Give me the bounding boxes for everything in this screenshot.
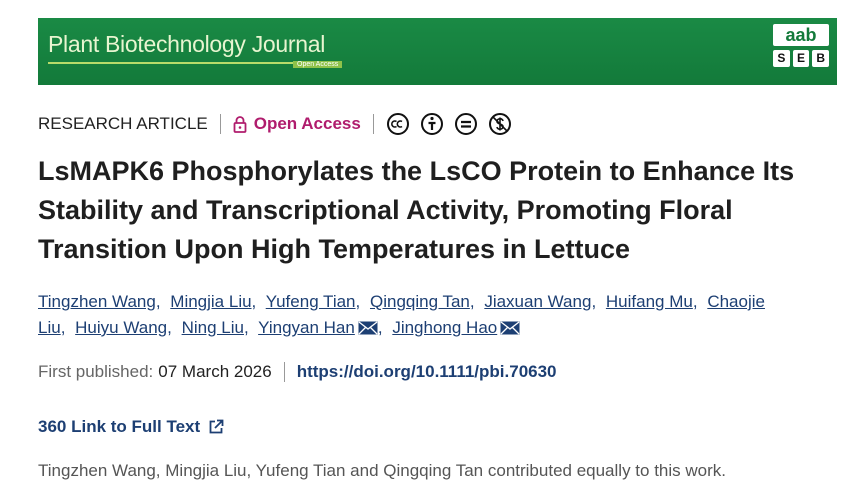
mail-icon[interactable]: [500, 321, 520, 335]
author-name: Jinghong Hao: [392, 318, 498, 337]
author-name: Ning Liu: [181, 318, 244, 337]
open-access-label: Open Access: [253, 114, 361, 133]
publication-info: First published: 07 March 2026 https://d…: [38, 362, 557, 382]
author-name: Qingqing Tan: [369, 292, 470, 311]
author-name: Tingzhen Wang: [38, 292, 156, 311]
article-meta: RESEARCH ARTICLE Open Access: [38, 112, 516, 136]
author[interactable]: Yingyan Han: [258, 318, 387, 337]
separator: [219, 114, 221, 134]
author[interactable]: Huiyu Wang: [75, 318, 177, 337]
author[interactable]: Tingzhen Wang: [38, 292, 166, 311]
full-text-link[interactable]: 360 Link to Full Text: [38, 417, 224, 437]
society-logo[interactable]: aab S E B: [773, 24, 830, 67]
author-name: Jiaxuan Wang: [484, 292, 592, 311]
lock-icon: [233, 116, 247, 133]
author[interactable]: Chaojie Liu: [38, 292, 765, 337]
published-label: First published:: [38, 362, 154, 381]
license-icons[interactable]: [386, 112, 516, 136]
separator: [283, 362, 285, 382]
contribution-note: Tingzhen Wang, Mingjia Liu, Yufeng Tian …: [38, 461, 726, 480]
author-list: Tingzhen Wang Mingjia Liu Yufeng Tian Qi…: [38, 289, 783, 341]
separator: [372, 114, 374, 134]
author[interactable]: Jiaxuan Wang: [484, 292, 601, 311]
journal-name: Plant Biotechnology Journal: [48, 31, 326, 57]
author[interactable]: Mingjia Liu: [170, 292, 261, 311]
article-type: RESEARCH ARTICLE: [38, 114, 208, 133]
author-name: Yufeng Tian: [265, 292, 356, 311]
logo-letters: S E B: [773, 50, 830, 67]
author[interactable]: Yufeng Tian: [266, 292, 366, 311]
mail-icon[interactable]: [358, 321, 378, 335]
logo-top: aab: [773, 24, 829, 46]
author-name: Huiyu Wang: [75, 318, 168, 337]
journal-banner[interactable]: Plant Biotechnology Journal Open Access …: [38, 18, 837, 85]
author-name: Chaojie Liu: [38, 292, 765, 337]
published-date: 07 March 2026: [158, 362, 272, 381]
doi-link[interactable]: https://doi.org/10.1111/pbi.70630: [296, 362, 557, 381]
author-name: Huifang Mu: [605, 292, 693, 311]
author[interactable]: Huifang Mu: [606, 292, 703, 311]
full-text-label: 360 Link to Full Text: [38, 417, 201, 436]
author[interactable]: Ning Liu: [182, 318, 254, 337]
logo-letter: E: [792, 50, 810, 67]
journal-underline: [48, 62, 338, 64]
author[interactable]: Jinghong Hao: [392, 318, 520, 337]
author[interactable]: Qingqing Tan: [370, 292, 480, 311]
external-icon: [209, 419, 224, 434]
logo-letter: B: [812, 50, 830, 67]
author-name: Yingyan Han: [258, 318, 355, 337]
article-title: LsMAPK6 Phosphorylates the LsCO Protein …: [38, 156, 795, 264]
open-access[interactable]: Open Access: [233, 114, 361, 134]
logo-letter: S: [773, 50, 790, 67]
author-name: Mingjia Liu: [170, 292, 252, 311]
journal-badge: Open Access: [293, 61, 343, 68]
